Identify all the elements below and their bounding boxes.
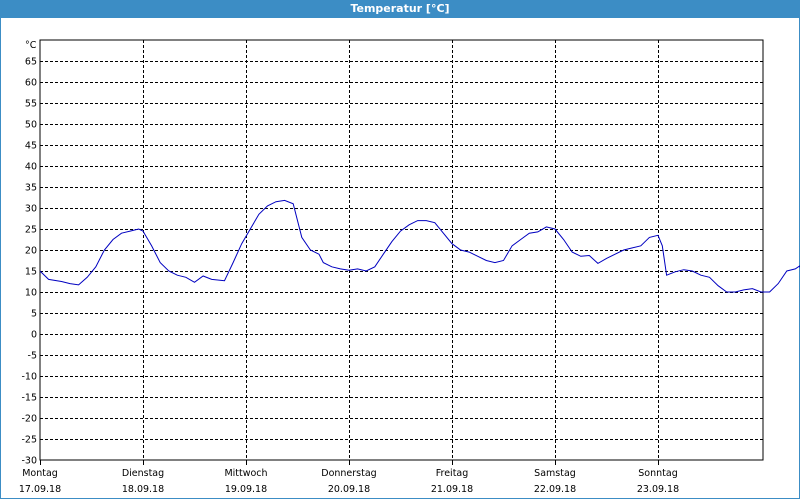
y-axis-labels: -30 -25 -20 -15 -10 -5 0 5 10 15 20 25 30 35 40 45 50 55 6… (21, 40, 37, 467)
y-tick-label: -25 (21, 435, 37, 446)
x-tick-label-date: 20.09.18 (328, 484, 370, 495)
y-tick-label: 65 (25, 57, 37, 68)
y-tick-label: 10 (25, 288, 37, 299)
x-tick-label-weekday: Freitag (436, 468, 469, 479)
series-line-temperature (39, 199, 800, 293)
y-tick-label: 20 (25, 246, 37, 257)
y-tick-label: 5 (31, 309, 37, 320)
x-tick-label-date: 21.09.18 (431, 484, 473, 495)
x-tick-label-weekday: Dienstag (122, 468, 164, 479)
x-tick-label-weekday: Montag (22, 468, 58, 479)
x-tick-label-date: 19.09.18 (225, 484, 267, 495)
y-unit-label: °C (25, 40, 37, 51)
y-tick-label: -10 (21, 372, 37, 383)
y-tick-label: 55 (25, 99, 37, 110)
x-tick-label-weekday: Sonntag (638, 468, 677, 479)
y-tick-label: 0 (31, 330, 37, 341)
y-tick-label: 15 (25, 267, 37, 278)
y-tick-label: 40 (25, 162, 37, 173)
x-tick-label-weekday: Samstag (534, 468, 576, 479)
x-tick-label-date: 23.09.18 (637, 484, 679, 495)
x-tick-label-weekday: Mittwoch (224, 468, 267, 479)
x-tick-label-date: 17.09.18 (19, 484, 61, 495)
chart-title: Temperatur [°C] (0, 0, 800, 18)
y-tick-label: 60 (25, 78, 37, 89)
y-tick-label: 45 (25, 141, 37, 152)
x-axis-labels: Montag 17.09.18 Dienstag 18.09.18 Mittwoch 19… (19, 468, 679, 495)
x-tick-label-date: 22.09.18 (534, 484, 576, 495)
y-tick-label: 50 (25, 120, 37, 131)
y-tick-label: 30 (25, 204, 37, 215)
x-tick-label-weekday: Donnerstag (321, 468, 376, 479)
y-tick-label: -30 (21, 456, 37, 467)
y-tick-label: -5 (28, 351, 37, 362)
y-tick-label: -20 (21, 414, 37, 425)
x-tick-label-date: 18.09.18 (122, 484, 164, 495)
series-layer (39, 199, 800, 293)
y-tick-label: 35 (25, 183, 37, 194)
grid (39, 39, 764, 465)
y-tick-label: 25 (25, 225, 37, 236)
y-tick-label: -15 (21, 393, 37, 404)
